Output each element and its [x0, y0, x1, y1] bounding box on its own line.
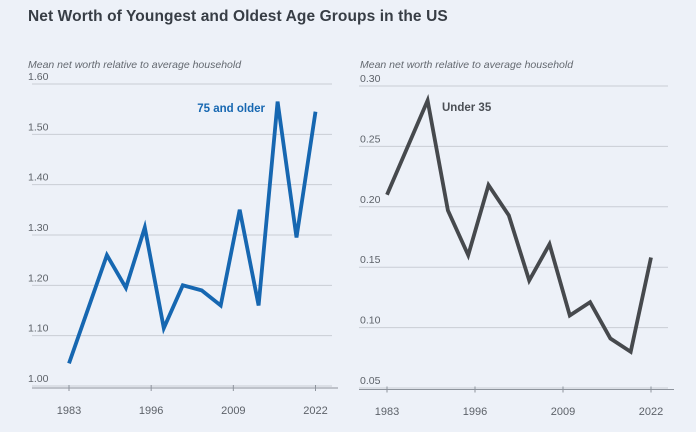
y-tick-label: 1.00	[28, 373, 49, 385]
y-tick-label: 0.30	[360, 73, 381, 85]
series-line	[385, 94, 653, 355]
y-axis-caption-right: Mean net worth relative to average house…	[360, 59, 574, 71]
chart-under-35: Mean net worth relative to average house…	[355, 58, 696, 425]
y-tick-label: 1.50	[28, 121, 49, 133]
x-tick-label: 2009	[221, 405, 245, 417]
x-tick-label: 2009	[551, 406, 575, 418]
y-tick-label: 0.10	[360, 315, 381, 327]
x-tick-label: 2022	[639, 406, 663, 418]
y-tick-label: 0.05	[360, 375, 381, 387]
x-tick-label: 1983	[57, 405, 81, 417]
y-tick-label: 0.20	[360, 194, 381, 206]
x-tick-label: 1996	[139, 405, 163, 417]
x-tick-label: 1996	[463, 406, 487, 418]
x-tick-label: 1983	[375, 406, 399, 418]
chart-75-and-older: Mean net worth relative to average house…	[22, 58, 354, 425]
line-plot-75-and-older: 1.60 1.50 1.40 1.30 1.20 1.10 1.00 1983 1996 2009…	[28, 73, 338, 417]
y-tick-label: 1.20	[28, 272, 49, 284]
y-tick-label: 0.25	[360, 133, 381, 145]
y-tick-label: 1.40	[28, 172, 49, 184]
y-tick-label: 0.15	[360, 254, 381, 266]
y-axis-caption-left: Mean net worth relative to average house…	[28, 59, 242, 71]
y-tick-label: 1.60	[28, 73, 49, 83]
x-tick-label: 2022	[303, 405, 327, 417]
series-label: Under 35	[442, 102, 492, 114]
line-plot-under-35: 0.30 0.25 0.20 0.15 0.10 0.05 1983 1996 2009 2022…	[359, 73, 674, 418]
series-label: 75 and older	[197, 103, 265, 115]
series-line	[67, 101, 318, 365]
y-tick-label: 1.10	[28, 323, 49, 335]
y-tick-label: 1.30	[28, 222, 49, 234]
page-title: Net Worth of Youngest and Oldest Age Gro…	[28, 8, 448, 25]
